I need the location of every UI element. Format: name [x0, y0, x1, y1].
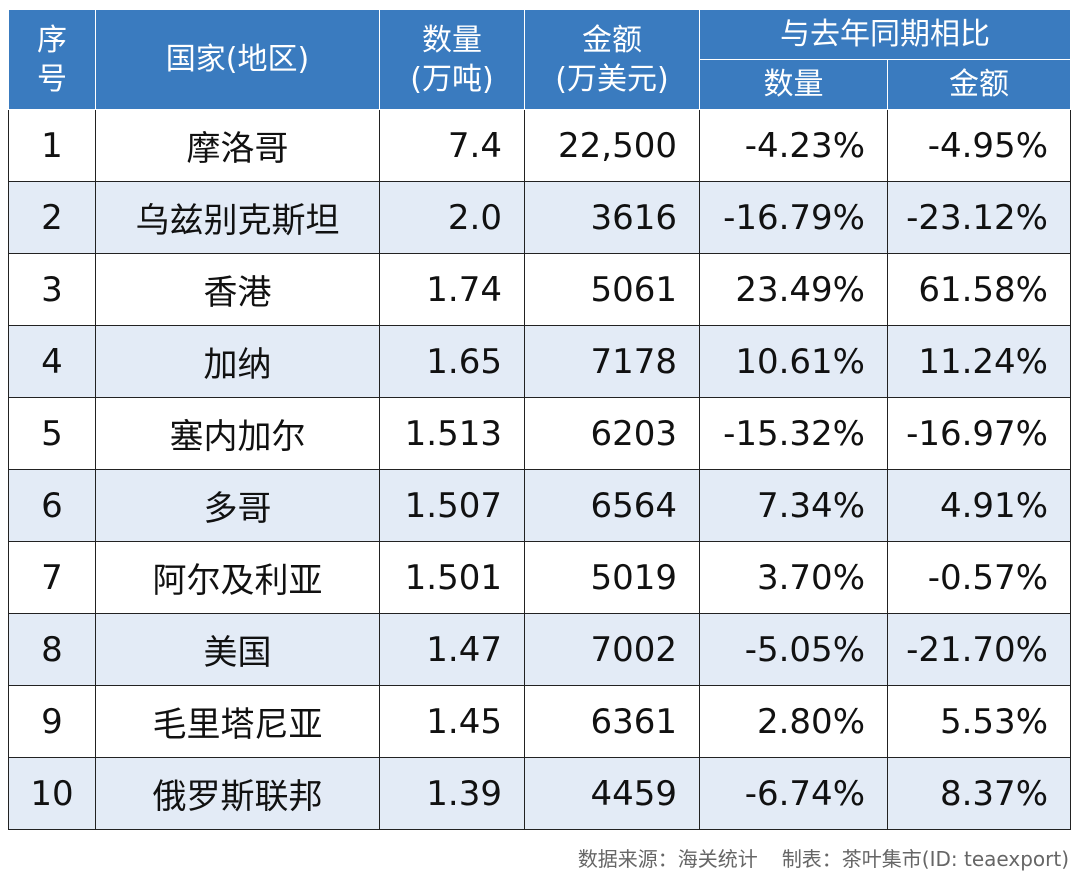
header-quantity: 数量 (万吨): [379, 9, 525, 110]
cell-index: 4: [8, 325, 96, 398]
cell-index: 6: [8, 469, 96, 542]
header-index-line1: 序: [37, 22, 67, 58]
cell-quantity: 1.501: [379, 541, 525, 614]
header-quantity-line1: 数量: [422, 22, 482, 58]
cell-yoy-quantity: -6.74%: [699, 757, 888, 830]
cell-quantity: 2.0: [379, 181, 525, 254]
header-amount-line1: 金额: [582, 22, 642, 58]
table-row: 7 阿尔及利亚 1.501 5019 3.70% -0.57%: [8, 541, 1071, 614]
cell-country: 毛里塔尼亚: [95, 685, 380, 758]
table-row: 1 摩洛哥 7.4 22,500 -4.23% -4.95%: [8, 109, 1071, 182]
cell-country: 塞内加尔: [95, 397, 380, 470]
cell-country: 摩洛哥: [95, 109, 380, 182]
cell-yoy-quantity: 10.61%: [699, 325, 888, 398]
cell-quantity: 1.74: [379, 253, 525, 326]
table-row: 6 多哥 1.507 6564 7.34% 4.91%: [8, 469, 1071, 542]
header-index-line2: 号: [37, 61, 67, 97]
source-note: 数据来源：海关统计 制表：茶叶集市(ID: teaexport): [578, 843, 1069, 872]
cell-yoy-amount: 61.58%: [887, 253, 1071, 326]
cell-yoy-quantity: 23.49%: [699, 253, 888, 326]
header-yoy-amount: 金额: [887, 59, 1071, 110]
cell-yoy-quantity: -15.32%: [699, 397, 888, 470]
cell-index: 1: [8, 109, 96, 182]
cell-quantity: 1.47: [379, 613, 525, 686]
cell-amount: 6564: [524, 469, 700, 542]
cell-quantity: 1.513: [379, 397, 525, 470]
table-header: 序号 国家(地区) 数量 (万吨) 金额 (万美元) 与去年同期相比 数量 金额: [8, 9, 1071, 110]
cell-yoy-amount: 11.24%: [887, 325, 1071, 398]
table-row: 4 加纳 1.65 7178 10.61% 11.24%: [8, 325, 1071, 398]
cell-country: 俄罗斯联邦: [95, 757, 380, 830]
cell-index: 2: [8, 181, 96, 254]
cell-quantity: 1.45: [379, 685, 525, 758]
cell-yoy-amount: 4.91%: [887, 469, 1071, 542]
table-row: 5 塞内加尔 1.513 6203 -15.32% -16.97%: [8, 397, 1071, 470]
cell-amount: 6203: [524, 397, 700, 470]
cell-yoy-quantity: -4.23%: [699, 109, 888, 182]
cell-amount: 4459: [524, 757, 700, 830]
cell-quantity: 7.4: [379, 109, 525, 182]
cell-amount: 5061: [524, 253, 700, 326]
header-amount-line2: (万美元): [555, 61, 669, 97]
cell-quantity: 1.39: [379, 757, 525, 830]
cell-country: 多哥: [95, 469, 380, 542]
cell-index: 5: [8, 397, 96, 470]
cell-index: 9: [8, 685, 96, 758]
cell-country: 美国: [95, 613, 380, 686]
cell-amount: 7178: [524, 325, 700, 398]
cell-index: 3: [8, 253, 96, 326]
table-body: 1 摩洛哥 7.4 22,500 -4.23% -4.95% 2 乌兹别克斯坦 …: [8, 109, 1071, 830]
cell-yoy-quantity: 7.34%: [699, 469, 888, 542]
cell-yoy-amount: -0.57%: [887, 541, 1071, 614]
table-row: 10 俄罗斯联邦 1.39 4459 -6.74% 8.37%: [8, 757, 1071, 830]
cell-yoy-quantity: -5.05%: [699, 613, 888, 686]
header-country: 国家(地区): [95, 9, 380, 110]
table-row: 2 乌兹别克斯坦 2.0 3616 -16.79% -23.12%: [8, 181, 1071, 254]
cell-amount: 3616: [524, 181, 700, 254]
cell-amount: 5019: [524, 541, 700, 614]
cell-yoy-amount: 5.53%: [887, 685, 1071, 758]
cell-yoy-quantity: -16.79%: [699, 181, 888, 254]
cell-amount: 22,500: [524, 109, 700, 182]
header-quantity-line2: (万吨): [410, 61, 494, 97]
cell-yoy-amount: -16.97%: [887, 397, 1071, 470]
cell-yoy-amount: 8.37%: [887, 757, 1071, 830]
cell-yoy-quantity: 3.70%: [699, 541, 888, 614]
cell-country: 香港: [95, 253, 380, 326]
table-row: 9 毛里塔尼亚 1.45 6361 2.80% 5.53%: [8, 685, 1071, 758]
cell-amount: 6361: [524, 685, 700, 758]
cell-quantity: 1.65: [379, 325, 525, 398]
cell-country: 阿尔及利亚: [95, 541, 380, 614]
cell-index: 7: [8, 541, 96, 614]
cell-index: 8: [8, 613, 96, 686]
header-yoy-quantity: 数量: [699, 59, 888, 110]
cell-country: 乌兹别克斯坦: [95, 181, 380, 254]
header-index: 序号: [8, 9, 96, 110]
table-row: 8 美国 1.47 7002 -5.05% -21.70%: [8, 613, 1071, 686]
source-label: 数据来源：海关统计: [577, 847, 758, 871]
tea-export-table: 序号 国家(地区) 数量 (万吨) 金额 (万美元) 与去年同期相比 数量 金额 1…: [8, 9, 1071, 830]
credit-label: 制表：茶叶集市(ID: teaexport): [781, 847, 1069, 871]
cell-index: 10: [8, 757, 96, 830]
header-yoy-group: 与去年同期相比: [699, 9, 1071, 60]
table-row: 3 香港 1.74 5061 23.49% 61.58%: [8, 253, 1071, 326]
cell-yoy-quantity: 2.80%: [699, 685, 888, 758]
cell-yoy-amount: -4.95%: [887, 109, 1071, 182]
cell-yoy-amount: -23.12%: [887, 181, 1071, 254]
cell-quantity: 1.507: [379, 469, 525, 542]
cell-yoy-amount: -21.70%: [887, 613, 1071, 686]
header-amount: 金额 (万美元): [524, 9, 700, 110]
cell-country: 加纳: [95, 325, 380, 398]
cell-amount: 7002: [524, 613, 700, 686]
